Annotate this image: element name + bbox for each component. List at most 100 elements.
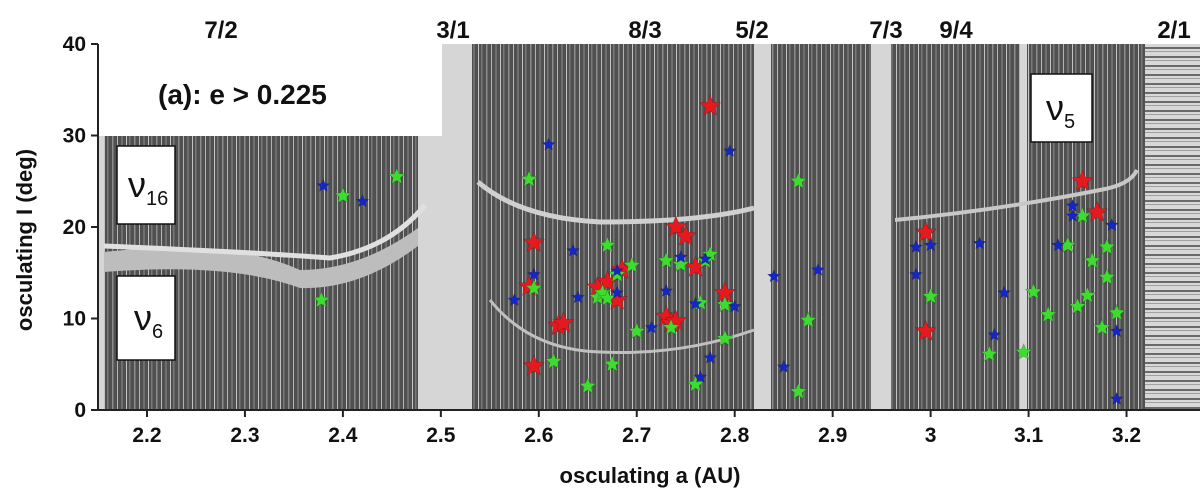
data-point-green bbox=[662, 318, 680, 336]
data-point-green bbox=[1098, 268, 1116, 285]
data-point-green bbox=[980, 344, 999, 362]
x-tick-label: 2.9 bbox=[818, 424, 847, 447]
data-point-green bbox=[657, 251, 675, 269]
secular-label-nu16: ν16 bbox=[128, 164, 168, 210]
data-point-blue bbox=[766, 269, 781, 283]
data-point-blue bbox=[566, 243, 581, 257]
data-point-green bbox=[1078, 286, 1097, 304]
data-point-blue bbox=[908, 239, 923, 254]
data-point-blue bbox=[811, 262, 825, 276]
data-point-green bbox=[1024, 282, 1043, 300]
data-point-blue bbox=[727, 299, 742, 313]
x-tick-label: 2.6 bbox=[524, 424, 553, 447]
nu6-resonance-band bbox=[104, 228, 418, 289]
secular-label-nu5: ν5 bbox=[1046, 87, 1075, 133]
resonance-labels: 7/2 3/1 8/3 5/2 7/3 9/4 2/1 bbox=[204, 17, 1190, 44]
res-label-2-1: 2/1 bbox=[1157, 17, 1190, 44]
secular-boxes: ν16 ν6 ν5 bbox=[116, 73, 1093, 361]
data-point-red bbox=[699, 94, 722, 116]
data-point-green bbox=[578, 376, 597, 394]
data-point-green bbox=[603, 355, 622, 372]
nu5-symbol: ν bbox=[1046, 87, 1064, 128]
data-point-blue bbox=[355, 194, 370, 208]
data-points bbox=[312, 94, 1126, 405]
nu5-boundary-curve bbox=[894, 169, 1139, 222]
res-label-3-1: 3/1 bbox=[436, 17, 469, 44]
data-point-red bbox=[1085, 200, 1109, 222]
res-label-5-2: 5/2 bbox=[735, 17, 768, 44]
secular-box-nu16-frame bbox=[116, 145, 176, 225]
y-tick-label: 10 bbox=[63, 308, 86, 331]
density-region-pristine-zone bbox=[771, 44, 871, 410]
nu6-symbol: ν bbox=[134, 297, 152, 338]
data-point-red bbox=[552, 311, 575, 333]
data-point-red bbox=[664, 215, 688, 237]
lower-boundary-curve bbox=[488, 299, 755, 355]
data-point-green bbox=[716, 329, 734, 347]
y-tick-label: 0 bbox=[74, 399, 86, 422]
data-point-green bbox=[789, 172, 808, 189]
panel-label: (a): e > 0.225 bbox=[158, 79, 327, 110]
nu6-subscript: 6 bbox=[152, 321, 163, 343]
density-region-ceres-zone bbox=[1137, 44, 1145, 410]
data-point-green bbox=[387, 167, 406, 185]
data-point-green bbox=[544, 352, 563, 370]
data-point-blue bbox=[923, 238, 938, 252]
data-point-green bbox=[1107, 303, 1126, 321]
data-point-blue bbox=[688, 296, 703, 310]
data-point-blue bbox=[1051, 238, 1065, 252]
axes: 2.2 2.3 2.4 2.5 2.6 2.7 2.8 2.9 3 3.1 3.2 0 10 20 30 4… bbox=[63, 33, 1200, 447]
data-point-green bbox=[598, 289, 617, 306]
y-tick-label: 40 bbox=[63, 33, 86, 56]
secular-box-nu6: ν6 bbox=[116, 275, 176, 361]
x-tick-label: 2.4 bbox=[328, 424, 358, 447]
data-point-green bbox=[627, 322, 646, 339]
data-point-blue bbox=[972, 236, 987, 250]
data-point-red bbox=[522, 230, 546, 253]
nu16-boundary-curve bbox=[476, 180, 755, 225]
data-point-green bbox=[525, 279, 543, 296]
secular-box-nu6-frame bbox=[116, 275, 176, 361]
data-point-green bbox=[520, 170, 538, 187]
x-ticks: 2.2 2.3 2.4 2.5 2.6 2.7 2.8 2.9 3 3.1 3.2 bbox=[132, 410, 1141, 447]
data-point-blue bbox=[776, 359, 791, 373]
data-point-green bbox=[799, 311, 818, 328]
nu6-boundary-curve bbox=[103, 203, 427, 261]
data-point-blue bbox=[644, 320, 659, 334]
data-point-blue bbox=[1065, 198, 1080, 212]
data-point-blue bbox=[693, 369, 708, 383]
data-point-blue bbox=[610, 285, 625, 299]
y-axis-label: osculating I (deg) bbox=[12, 149, 37, 331]
data-point-blue bbox=[703, 350, 718, 364]
data-point-green bbox=[598, 236, 617, 253]
y-ticks: 0 10 20 30 40 bbox=[63, 33, 98, 422]
data-point-blue bbox=[507, 292, 522, 307]
data-point-green bbox=[1093, 318, 1111, 336]
data-point-green bbox=[1073, 206, 1092, 224]
x-tick-label: 3.1 bbox=[1014, 424, 1044, 447]
data-point-red bbox=[674, 224, 697, 246]
y-tick-label: 20 bbox=[63, 216, 86, 239]
data-point-green bbox=[672, 255, 690, 273]
res-label-7-3: 7/3 bbox=[869, 17, 902, 44]
secular-label-nu6: ν6 bbox=[134, 297, 163, 343]
data-point-green bbox=[334, 186, 352, 204]
data-point-green bbox=[1058, 236, 1077, 253]
res-label-9-4: 9/4 bbox=[939, 17, 973, 44]
x-tick-label: 3.2 bbox=[1112, 424, 1141, 447]
data-point-green bbox=[1039, 305, 1058, 323]
data-point-green bbox=[1068, 297, 1087, 315]
data-point-red bbox=[914, 319, 937, 341]
data-point-blue bbox=[997, 285, 1012, 299]
data-point-blue bbox=[987, 327, 1002, 341]
data-point-red bbox=[914, 220, 937, 243]
data-point-blue bbox=[1109, 391, 1124, 405]
data-point-green bbox=[1014, 343, 1033, 360]
x-tick-label: 2.2 bbox=[132, 424, 161, 447]
data-point-blue bbox=[1065, 208, 1080, 222]
density-region-outer-belt-a bbox=[891, 44, 1020, 410]
x-tick-label: 2.3 bbox=[230, 424, 259, 447]
data-point-blue bbox=[571, 290, 585, 304]
data-point-green bbox=[623, 256, 641, 273]
